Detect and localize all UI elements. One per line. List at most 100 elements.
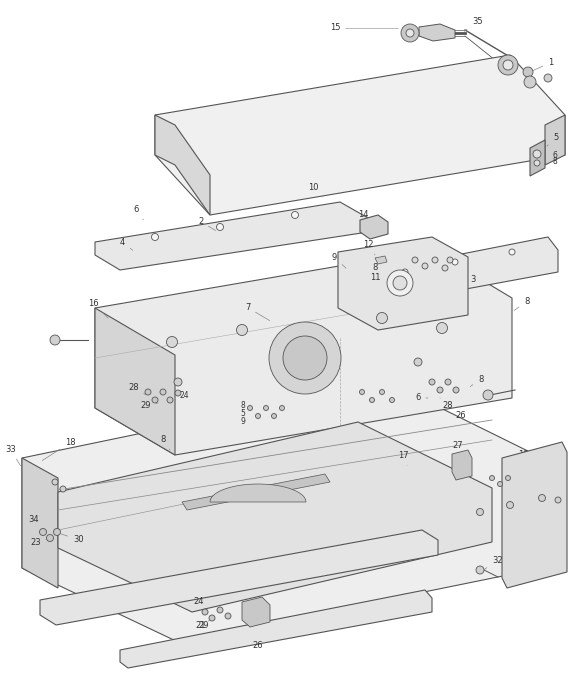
Text: 3: 3 (464, 274, 475, 284)
Circle shape (387, 270, 413, 296)
Polygon shape (242, 597, 270, 627)
Text: 8: 8 (240, 402, 246, 411)
Circle shape (379, 390, 385, 395)
Circle shape (437, 387, 443, 393)
Text: 5: 5 (240, 409, 246, 418)
Circle shape (174, 378, 182, 386)
Circle shape (236, 324, 247, 335)
Circle shape (60, 486, 66, 492)
Polygon shape (502, 442, 567, 588)
Circle shape (160, 389, 166, 395)
Polygon shape (22, 382, 542, 642)
Polygon shape (452, 450, 472, 480)
Text: 4: 4 (120, 238, 133, 251)
Text: 34: 34 (28, 515, 44, 530)
Circle shape (506, 502, 513, 509)
Text: 25: 25 (250, 608, 260, 617)
Circle shape (442, 265, 448, 271)
Text: 15: 15 (330, 24, 340, 33)
Circle shape (498, 55, 518, 75)
Circle shape (436, 322, 448, 333)
Circle shape (283, 336, 327, 380)
Circle shape (40, 528, 47, 535)
Text: 8: 8 (553, 157, 558, 166)
Text: 7: 7 (245, 303, 269, 321)
Polygon shape (338, 237, 468, 330)
Circle shape (52, 479, 58, 485)
Text: 26: 26 (252, 641, 262, 650)
Circle shape (452, 259, 458, 265)
Circle shape (447, 257, 453, 263)
Circle shape (175, 390, 181, 396)
Circle shape (524, 76, 536, 88)
Circle shape (477, 509, 484, 516)
Polygon shape (120, 590, 432, 668)
Text: 29: 29 (198, 619, 215, 630)
Circle shape (445, 379, 451, 385)
Circle shape (489, 475, 495, 480)
Circle shape (432, 257, 438, 263)
Circle shape (509, 249, 515, 255)
Circle shape (483, 390, 493, 400)
Text: 1: 1 (533, 58, 553, 71)
Circle shape (167, 397, 173, 403)
Polygon shape (530, 140, 545, 176)
Circle shape (429, 379, 435, 385)
Text: 24: 24 (179, 391, 189, 400)
Circle shape (533, 150, 541, 158)
Circle shape (534, 160, 540, 166)
Circle shape (393, 276, 407, 290)
Circle shape (523, 67, 533, 77)
Circle shape (544, 74, 552, 82)
Circle shape (538, 494, 545, 502)
Circle shape (506, 475, 510, 480)
Polygon shape (95, 308, 175, 455)
Text: 16: 16 (88, 299, 108, 318)
Polygon shape (512, 458, 542, 582)
Text: 12: 12 (363, 240, 375, 255)
Text: 11: 11 (370, 274, 380, 283)
Polygon shape (360, 215, 388, 239)
Circle shape (255, 413, 261, 418)
Circle shape (414, 358, 422, 366)
Circle shape (402, 269, 408, 275)
Circle shape (453, 387, 459, 393)
Polygon shape (545, 115, 565, 165)
Circle shape (401, 24, 419, 42)
Text: 18: 18 (42, 438, 76, 461)
Polygon shape (95, 250, 512, 455)
Polygon shape (375, 256, 387, 264)
Circle shape (292, 212, 299, 219)
Circle shape (503, 60, 513, 70)
Text: 9: 9 (332, 253, 346, 268)
Text: 2: 2 (198, 217, 215, 230)
Text: 24: 24 (193, 597, 208, 612)
Polygon shape (58, 422, 492, 612)
Polygon shape (155, 55, 565, 215)
Text: 8: 8 (372, 264, 378, 273)
Polygon shape (155, 115, 210, 215)
Text: 32: 32 (484, 556, 503, 569)
Text: 9: 9 (240, 418, 246, 427)
Circle shape (145, 389, 151, 395)
Circle shape (217, 223, 223, 230)
Text: 6: 6 (133, 205, 143, 220)
Text: 8: 8 (160, 435, 170, 450)
Text: 19: 19 (518, 450, 530, 465)
Text: 6: 6 (415, 393, 428, 402)
Circle shape (50, 335, 60, 345)
Circle shape (476, 566, 484, 574)
Circle shape (377, 313, 388, 324)
Text: 29: 29 (140, 401, 158, 410)
Polygon shape (182, 474, 330, 510)
Circle shape (412, 257, 418, 263)
Text: 30: 30 (61, 534, 84, 544)
Circle shape (217, 607, 223, 613)
Circle shape (422, 263, 428, 269)
Circle shape (47, 535, 54, 541)
Circle shape (370, 397, 374, 402)
Polygon shape (22, 458, 58, 588)
Circle shape (202, 609, 208, 615)
Polygon shape (40, 530, 438, 625)
Circle shape (555, 497, 561, 503)
